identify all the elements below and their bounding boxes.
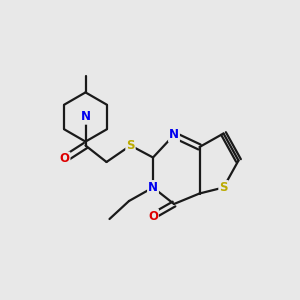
Text: O: O	[148, 209, 158, 223]
Text: N: N	[80, 110, 91, 124]
Text: S: S	[219, 181, 228, 194]
Text: N: N	[169, 128, 179, 142]
Text: O: O	[59, 152, 70, 166]
Text: N: N	[148, 181, 158, 194]
Text: N: N	[80, 110, 91, 124]
Text: S: S	[126, 139, 135, 152]
